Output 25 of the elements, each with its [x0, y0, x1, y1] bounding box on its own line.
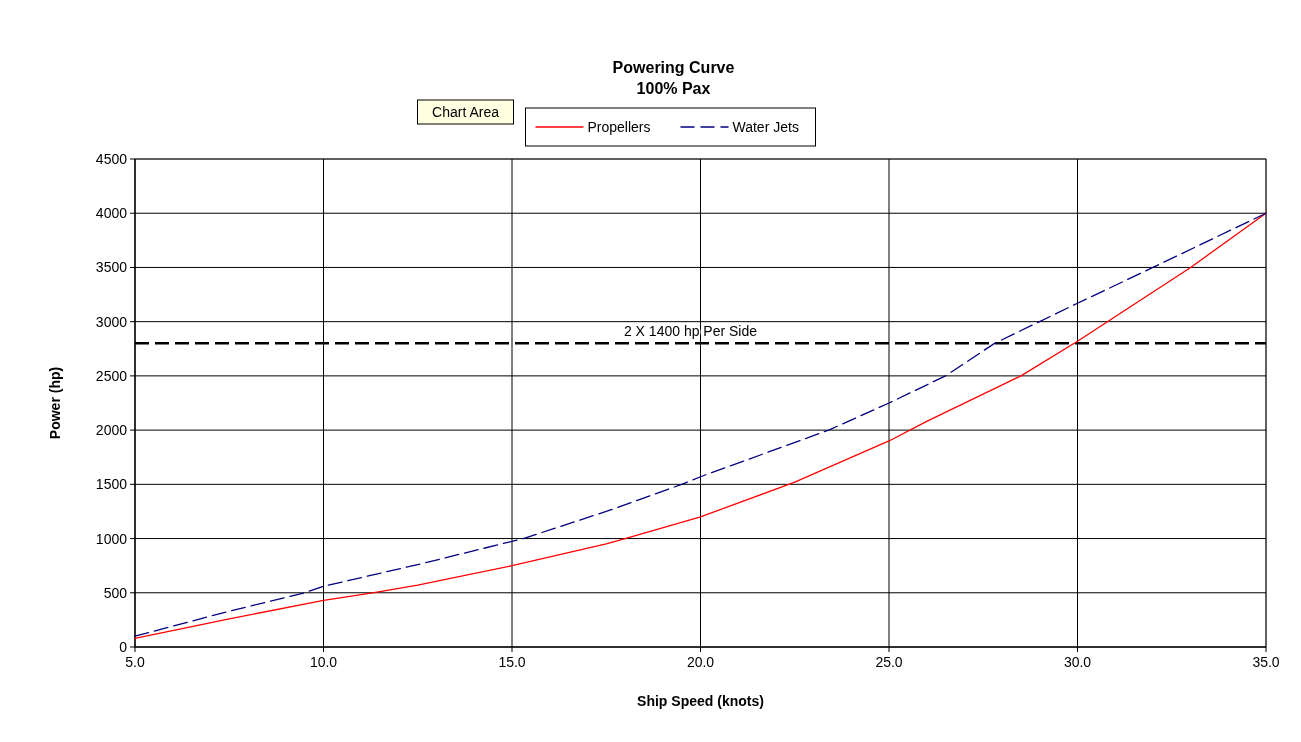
x-tick-label: 10.0 [309, 654, 338, 670]
y-tick-label: 500 [103, 584, 128, 601]
y-tick-label: 3000 [95, 313, 128, 330]
text: Chart Area [432, 104, 500, 120]
x-tick-label: 20.0 [686, 654, 715, 670]
y-tick-label: 2000 [95, 422, 128, 439]
legend-label: Water Jets [732, 119, 799, 135]
y-tick-label: 1000 [95, 530, 128, 547]
y-axis-title: Power (hp) [47, 366, 63, 440]
chart-subtitle: 100% Pax [636, 80, 711, 97]
y-tick-label: 1500 [95, 476, 128, 493]
y-tick-label: 2500 [95, 367, 128, 384]
y-tick-label: 4000 [95, 205, 128, 222]
x-axis-title: Ship Speed (knots) [637, 693, 764, 709]
chart-title: Powering Curve [612, 59, 735, 76]
x-tick-label: 5.0 [125, 654, 145, 670]
x-tick-label: 15.0 [498, 654, 526, 670]
y-tick-label: 3500 [95, 259, 128, 276]
ref-line-label: 2 X 1400 hp Per Side [623, 323, 758, 340]
legend-label: Propellers [587, 119, 651, 135]
x-tick-label: 25.0 [875, 654, 903, 670]
y-tick-label: 4500 [95, 151, 128, 167]
y-tick-label: 0 [119, 639, 128, 655]
x-tick-label: 30.0 [1063, 654, 1092, 670]
x-tick-label: 35.0 [1252, 654, 1280, 670]
